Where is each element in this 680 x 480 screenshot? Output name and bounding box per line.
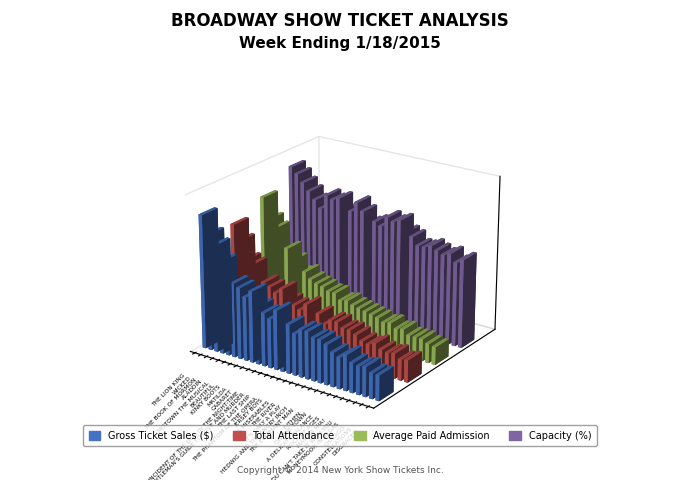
Text: Copyright © 2014 New York Show Tickets Inc.: Copyright © 2014 New York Show Tickets I… bbox=[237, 466, 443, 475]
Text: BROADWAY SHOW TICKET ANALYSIS: BROADWAY SHOW TICKET ANALYSIS bbox=[171, 12, 509, 30]
Legend: Gross Ticket Sales ($), Total Attendance, Average Paid Admission, Capacity (%): Gross Ticket Sales ($), Total Attendance… bbox=[83, 425, 597, 446]
Text: Week Ending 1/18/2015: Week Ending 1/18/2015 bbox=[239, 36, 441, 51]
